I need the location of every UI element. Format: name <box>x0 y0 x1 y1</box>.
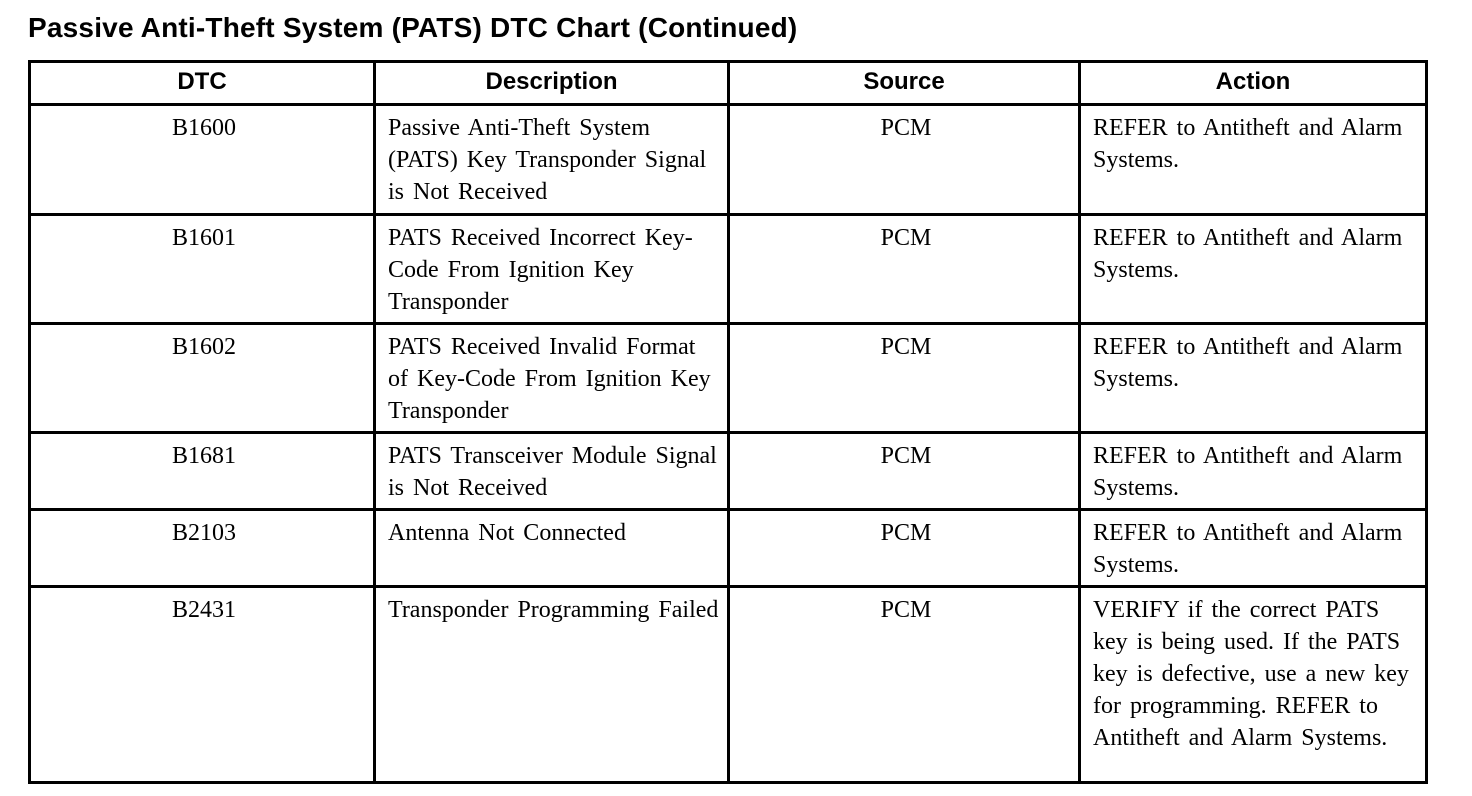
source-cell: PCM <box>727 213 1081 325</box>
table-row: B2431 Transponder Programming Failed PCM… <box>28 585 1428 784</box>
page-title: Passive Anti-Theft System (PATS) DTC Cha… <box>28 12 798 43</box>
action-cell: REFER to Antitheft and Alarm Systems. <box>1078 431 1428 511</box>
source-cell: PCM <box>727 508 1081 588</box>
table-row: B1600 Passive Anti-Theft System (PATS) K… <box>28 103 1428 216</box>
table-header-row: DTC Description Source Action <box>28 60 1428 106</box>
table-row: B2103 Antenna Not Connected PCM REFER to… <box>28 508 1428 588</box>
dtc-cell: B1602 <box>28 322 376 434</box>
table-row: B1681 PATS Transceiver Module Signal is … <box>28 431 1428 511</box>
description-cell: PATS Received Incorrect Key-Code From Ig… <box>373 213 730 325</box>
dtc-cell: B1681 <box>28 431 376 511</box>
source-cell: PCM <box>727 103 1081 216</box>
source-cell: PCM <box>727 322 1081 434</box>
action-cell: REFER to Antitheft and Alarm Systems. <box>1078 322 1428 434</box>
source-cell: PCM <box>727 431 1081 511</box>
description-cell: Passive Anti-Theft System (PATS) Key Tra… <box>373 103 730 216</box>
action-cell: REFER to Antitheft and Alarm Systems. <box>1078 508 1428 588</box>
dtc-cell: B2431 <box>28 585 376 784</box>
dtc-cell: B2103 <box>28 508 376 588</box>
description-cell: PATS Received Invalid Format of Key-Code… <box>373 322 730 434</box>
column-header-description: Description <box>373 60 730 106</box>
action-cell: REFER to Antitheft and Alarm Systems. <box>1078 213 1428 325</box>
dtc-table: DTC Description Source Action B1600 Pass… <box>28 60 1428 784</box>
table-row: B1602 PATS Received Invalid Format of Ke… <box>28 322 1428 434</box>
column-header-dtc: DTC <box>28 60 376 106</box>
table-row: B1601 PATS Received Incorrect Key-Code F… <box>28 213 1428 325</box>
dtc-cell: B1601 <box>28 213 376 325</box>
description-cell: Transponder Programming Failed <box>373 585 730 784</box>
description-cell: Antenna Not Connected <box>373 508 730 588</box>
source-cell: PCM <box>727 585 1081 784</box>
column-header-source: Source <box>727 60 1081 106</box>
description-cell: PATS Transceiver Module Signal is Not Re… <box>373 431 730 511</box>
column-header-action: Action <box>1078 60 1428 106</box>
action-cell: REFER to Antitheft and Alarm Systems. <box>1078 103 1428 216</box>
action-cell: VERIFY if the correct PATS key is being … <box>1078 585 1428 784</box>
dtc-cell: B1600 <box>28 103 376 216</box>
